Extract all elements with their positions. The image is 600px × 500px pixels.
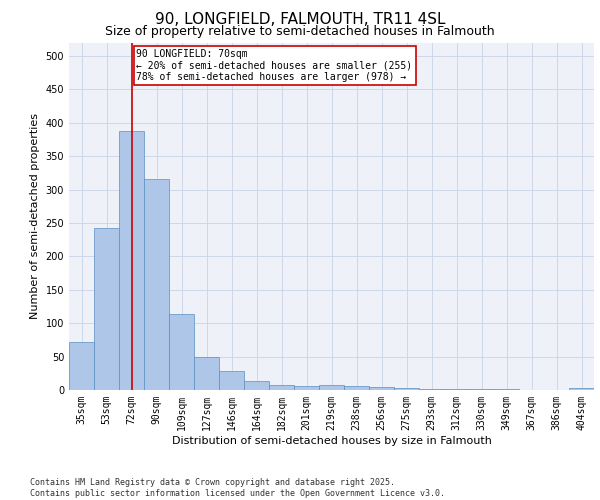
Bar (269, 386, 294, 390)
Bar (394, 388, 419, 390)
Bar (94, 228, 119, 390)
Bar (144, 180, 169, 390)
X-axis label: Distribution of semi-detached houses by size in Falmouth: Distribution of semi-detached houses by … (172, 436, 491, 446)
Bar (569, 388, 594, 390)
Text: Size of property relative to semi-detached houses in Falmouth: Size of property relative to semi-detach… (105, 25, 495, 38)
Text: Contains HM Land Registry data © Crown copyright and database right 2025.
Contai: Contains HM Land Registry data © Crown c… (30, 478, 445, 498)
Text: 90, LONGFIELD, FALMOUTH, TR11 4SL: 90, LONGFIELD, FALMOUTH, TR11 4SL (155, 12, 445, 28)
Text: 90 LONGFIELD: 70sqm
← 20% of semi-detached houses are smaller (255)
78% of semi-: 90 LONGFIELD: 70sqm ← 20% of semi-detach… (137, 49, 413, 82)
Bar (244, 380, 269, 390)
Bar (319, 384, 344, 390)
Bar (69, 342, 94, 390)
Bar (119, 132, 144, 390)
Bar (219, 370, 244, 390)
Bar (169, 314, 194, 390)
Bar (369, 386, 394, 390)
Bar (344, 386, 369, 390)
Y-axis label: Number of semi-detached properties: Number of semi-detached properties (30, 114, 40, 320)
Bar (444, 388, 469, 390)
Bar (294, 386, 319, 390)
Bar (194, 356, 219, 390)
